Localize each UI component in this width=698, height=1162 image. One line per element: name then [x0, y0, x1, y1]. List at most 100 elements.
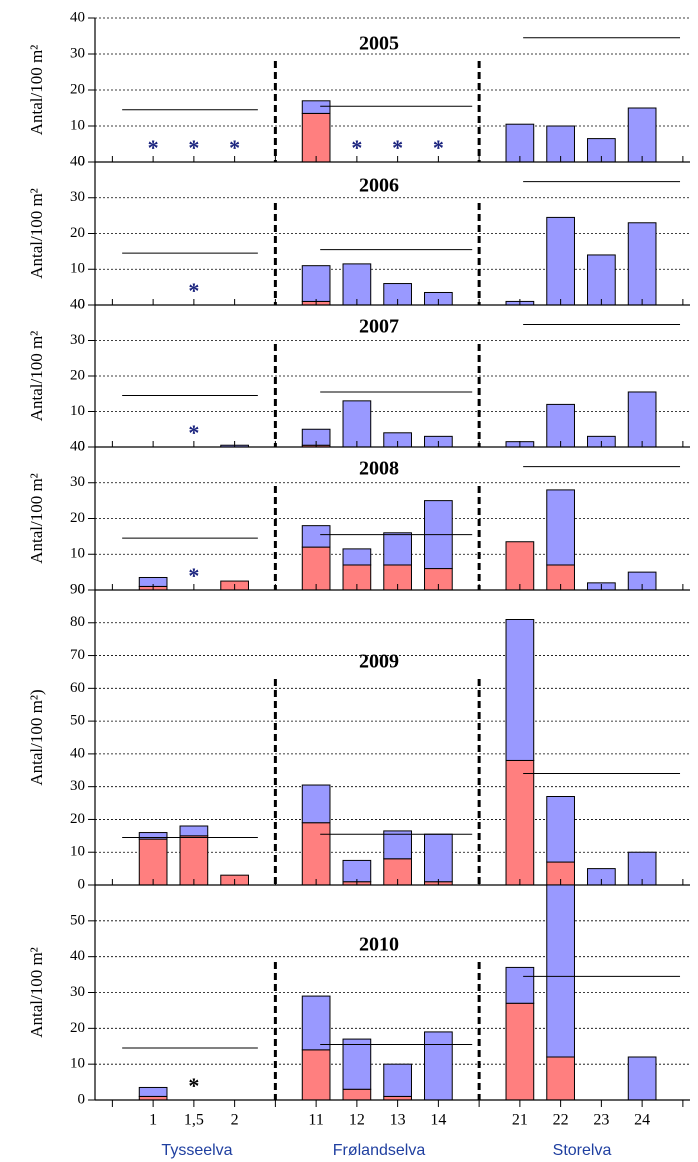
bar-segment [505, 541, 535, 591]
y-tick-label: 20 [70, 1020, 85, 1036]
y-tick-label: 10 [70, 261, 85, 277]
annotation: * [188, 135, 199, 160]
panel-title: 2009 [359, 651, 399, 673]
y-tick-label: 30 [70, 778, 85, 794]
bar-segment [342, 1038, 372, 1090]
panel-title: 2006 [359, 175, 399, 197]
y-tick-label: 0 [78, 1091, 86, 1107]
bar-segment [342, 1088, 372, 1101]
annotation: * [188, 563, 199, 588]
y-tick-label: 0 [78, 581, 86, 597]
bar-segment [301, 100, 331, 114]
y-tick-label: 40 [70, 296, 85, 312]
bar-segment [138, 838, 168, 886]
bar-segment [546, 216, 575, 306]
group-label: Storelva [553, 1142, 612, 1159]
panel-title: 2007 [359, 316, 399, 338]
annotation: * [188, 420, 199, 445]
x-tick-label: 1 [149, 1112, 157, 1129]
y-axis-label: Antal/100 m² [27, 188, 46, 279]
x-tick-label: 1,5 [184, 1112, 204, 1129]
y-tick-label: 10 [70, 403, 85, 419]
y-tick-label: 10 [70, 844, 85, 860]
y-axis-label: Antal/100 m² [27, 473, 46, 564]
bar-segment [342, 263, 372, 306]
bar-segment [505, 759, 535, 886]
y-tick-label: 30 [70, 474, 85, 490]
bar-segment [179, 835, 209, 886]
annotation: * [392, 135, 403, 160]
y-tick-label: 20 [70, 811, 85, 827]
bar-segment [301, 525, 331, 548]
y-tick-label: 30 [70, 189, 85, 205]
bar-segment [627, 391, 657, 448]
y-tick-label: 60 [70, 680, 85, 696]
bar-segment [587, 254, 616, 306]
panel-title: 2008 [359, 458, 399, 480]
bar-segment [342, 859, 372, 883]
y-tick-label: 30 [70, 984, 85, 1000]
bar-segment [342, 400, 372, 448]
bar-segment [505, 619, 535, 761]
bar-segment [546, 884, 575, 1058]
bar-segment [627, 1056, 657, 1101]
y-axis-label: Antal/100 m² [27, 947, 46, 1038]
bar-segment [301, 995, 331, 1051]
y-tick-label: 40 [70, 9, 85, 25]
y-tick-label: 80 [70, 614, 85, 630]
y-tick-label: 20 [70, 510, 85, 526]
group-label: Tysseelva [161, 1142, 232, 1159]
bar-segment [301, 822, 331, 886]
bar-segment [179, 825, 209, 837]
group-label: Frølandselva [333, 1142, 426, 1159]
y-tick-label: 50 [70, 713, 85, 729]
x-tick-label: 2 [231, 1112, 239, 1129]
bar-segment [301, 1049, 331, 1101]
y-tick-label: 20 [70, 81, 85, 97]
y-tick-label: 40 [70, 438, 85, 454]
annotation: * [188, 278, 199, 303]
y-tick-label: 90 [70, 581, 85, 597]
annotation: * [351, 135, 362, 160]
y-tick-label: 0 [78, 438, 86, 454]
bar-segment [627, 107, 657, 163]
bar-segment [342, 548, 372, 566]
panel-title: 2005 [359, 33, 399, 55]
y-tick-label: 30 [70, 45, 85, 61]
y-tick-label: 10 [70, 117, 85, 133]
y-tick-label: 0 [78, 876, 86, 892]
y-tick-label: 10 [70, 1056, 85, 1072]
x-tick-label: 23 [593, 1112, 609, 1129]
annotation: * [229, 135, 240, 160]
x-tick-label: 13 [390, 1112, 406, 1129]
bar-segment [383, 1063, 412, 1097]
panel-title: 2010 [359, 934, 399, 956]
y-tick-label: 40 [70, 153, 85, 169]
x-tick-label: 21 [512, 1112, 528, 1129]
bar-segment [546, 796, 575, 863]
x-tick-label: 14 [430, 1112, 446, 1129]
bar-segment [138, 832, 168, 840]
bar-segment [301, 784, 331, 824]
y-tick-label: 20 [70, 225, 85, 241]
bar-segment [627, 222, 657, 306]
bar-segment [505, 1002, 535, 1101]
x-tick-label: 24 [634, 1112, 650, 1129]
bar-segment [424, 1031, 453, 1101]
y-tick-label: 0 [78, 153, 86, 169]
x-tick-label: 12 [349, 1112, 365, 1129]
bar-segment [301, 546, 331, 591]
bar-segment [505, 966, 535, 1004]
bar-segment [546, 1056, 575, 1101]
x-tick-label: 11 [308, 1112, 323, 1129]
y-axis-label: Antal/100 m² [27, 331, 46, 422]
y-tick-label: 0 [78, 296, 86, 312]
bar-segment [301, 112, 331, 163]
bar-segment [301, 265, 331, 302]
annotation: * [148, 135, 159, 160]
x-tick-label: 22 [553, 1112, 569, 1129]
y-tick-label: 40 [70, 745, 85, 761]
annotation: * [433, 135, 444, 160]
annotation: * [188, 1073, 199, 1098]
